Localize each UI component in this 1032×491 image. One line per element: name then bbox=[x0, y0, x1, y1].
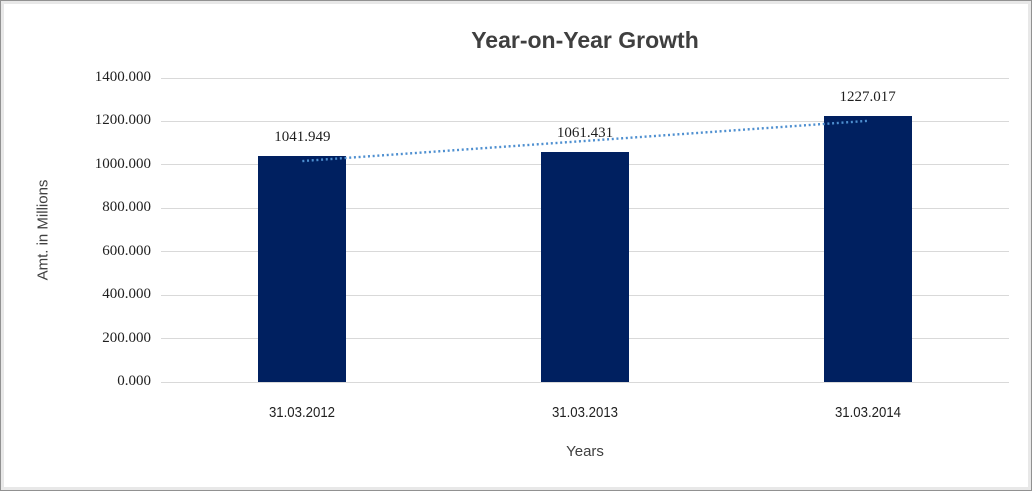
gridline bbox=[161, 120, 1009, 122]
x-tick-label: 31.03.2014 bbox=[834, 404, 901, 421]
bar-value-label: 1041.949 bbox=[274, 128, 331, 145]
bar-value-label: 1227.017 bbox=[839, 88, 896, 105]
y-tick-label: 800.000 bbox=[102, 199, 151, 216]
gridline bbox=[161, 381, 1009, 383]
gridline bbox=[161, 77, 1009, 79]
plot-area: 1041.949 1061.431 1227.017 bbox=[161, 77, 1009, 383]
bar-value-label: 1061.431 bbox=[556, 124, 614, 141]
y-tick-label: 600.000 bbox=[102, 242, 151, 259]
y-tick-label: 400.000 bbox=[102, 286, 151, 303]
x-axis-title: Years bbox=[566, 443, 604, 460]
x-tick-label: 31.03.2012 bbox=[269, 404, 336, 421]
trendline bbox=[302, 119, 868, 163]
y-tick-label: 200.000 bbox=[102, 329, 151, 346]
x-tick-label: 31.03.2013 bbox=[551, 404, 619, 421]
bar-31.03.2014 bbox=[823, 115, 912, 382]
y-tick-label: 1400.000 bbox=[94, 69, 151, 85]
y-axis-title: Amt. in Millions bbox=[34, 179, 52, 281]
y-tick-label: 1200.000 bbox=[94, 112, 151, 129]
bar-31.03.2012 bbox=[258, 155, 347, 382]
y-tick-label: 1000.000 bbox=[94, 155, 151, 172]
y-tick-label: 0.000 bbox=[117, 373, 151, 389]
trendline-path bbox=[302, 119, 868, 163]
bar-31.03.2013 bbox=[541, 151, 629, 382]
chart-title: Year-on-Year Growth bbox=[471, 27, 699, 53]
